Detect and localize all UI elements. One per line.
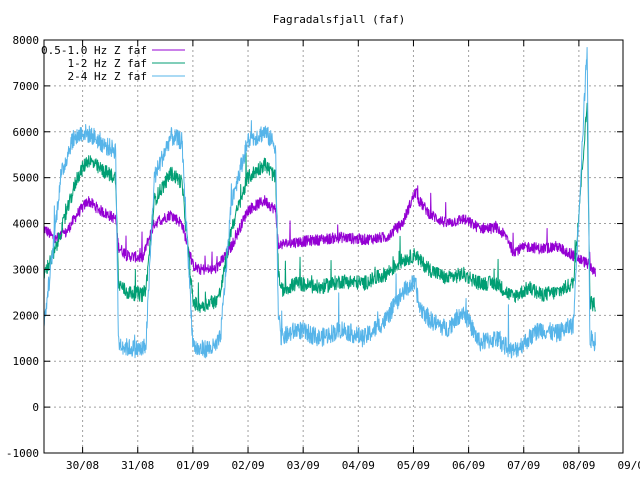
y-tick-label: 2000 [13,309,40,322]
x-tick-label: 04/09 [342,459,375,472]
legend-label: 1-2 Hz Z faf [68,57,147,70]
x-tick-label: 08/09 [562,459,595,472]
x-tick-label: 01/09 [176,459,209,472]
y-tick-label: 1000 [13,355,40,368]
x-tick-label: 09/09 [617,459,640,472]
legend-label: 0.5-1.0 Hz Z faf [41,44,147,57]
y-tick-label: 5000 [13,172,40,185]
x-tick-label: 06/09 [452,459,485,472]
y-tick-label: 4000 [13,218,40,231]
x-tick-label: 03/09 [287,459,320,472]
y-tick-label: 7000 [13,80,40,93]
series-line [44,102,596,313]
legend-label: 2-4 Hz Z faf [68,70,147,83]
y-tick-label: 6000 [13,126,40,139]
y-tick-label: 0 [32,401,39,414]
x-tick-label: 07/09 [507,459,540,472]
chart-title: Fagradalsfjall (faf) [273,13,405,26]
series-layer [44,46,596,359]
y-tick-label: -1000 [6,447,39,460]
x-tick-label: 02/09 [231,459,264,472]
y-tick-label: 8000 [13,34,40,47]
y-tick-label: 3000 [13,263,40,276]
series-line [44,185,596,277]
x-tick-label: 05/09 [397,459,430,472]
series-line [44,46,596,359]
x-tick-label: 31/08 [121,459,154,472]
plot-frame [43,39,624,454]
axes: -1000 0 1000 2000 3000 4000 5000 6000 7000 8000 30… [6,34,640,472]
x-tick-label: 30/08 [66,459,99,472]
